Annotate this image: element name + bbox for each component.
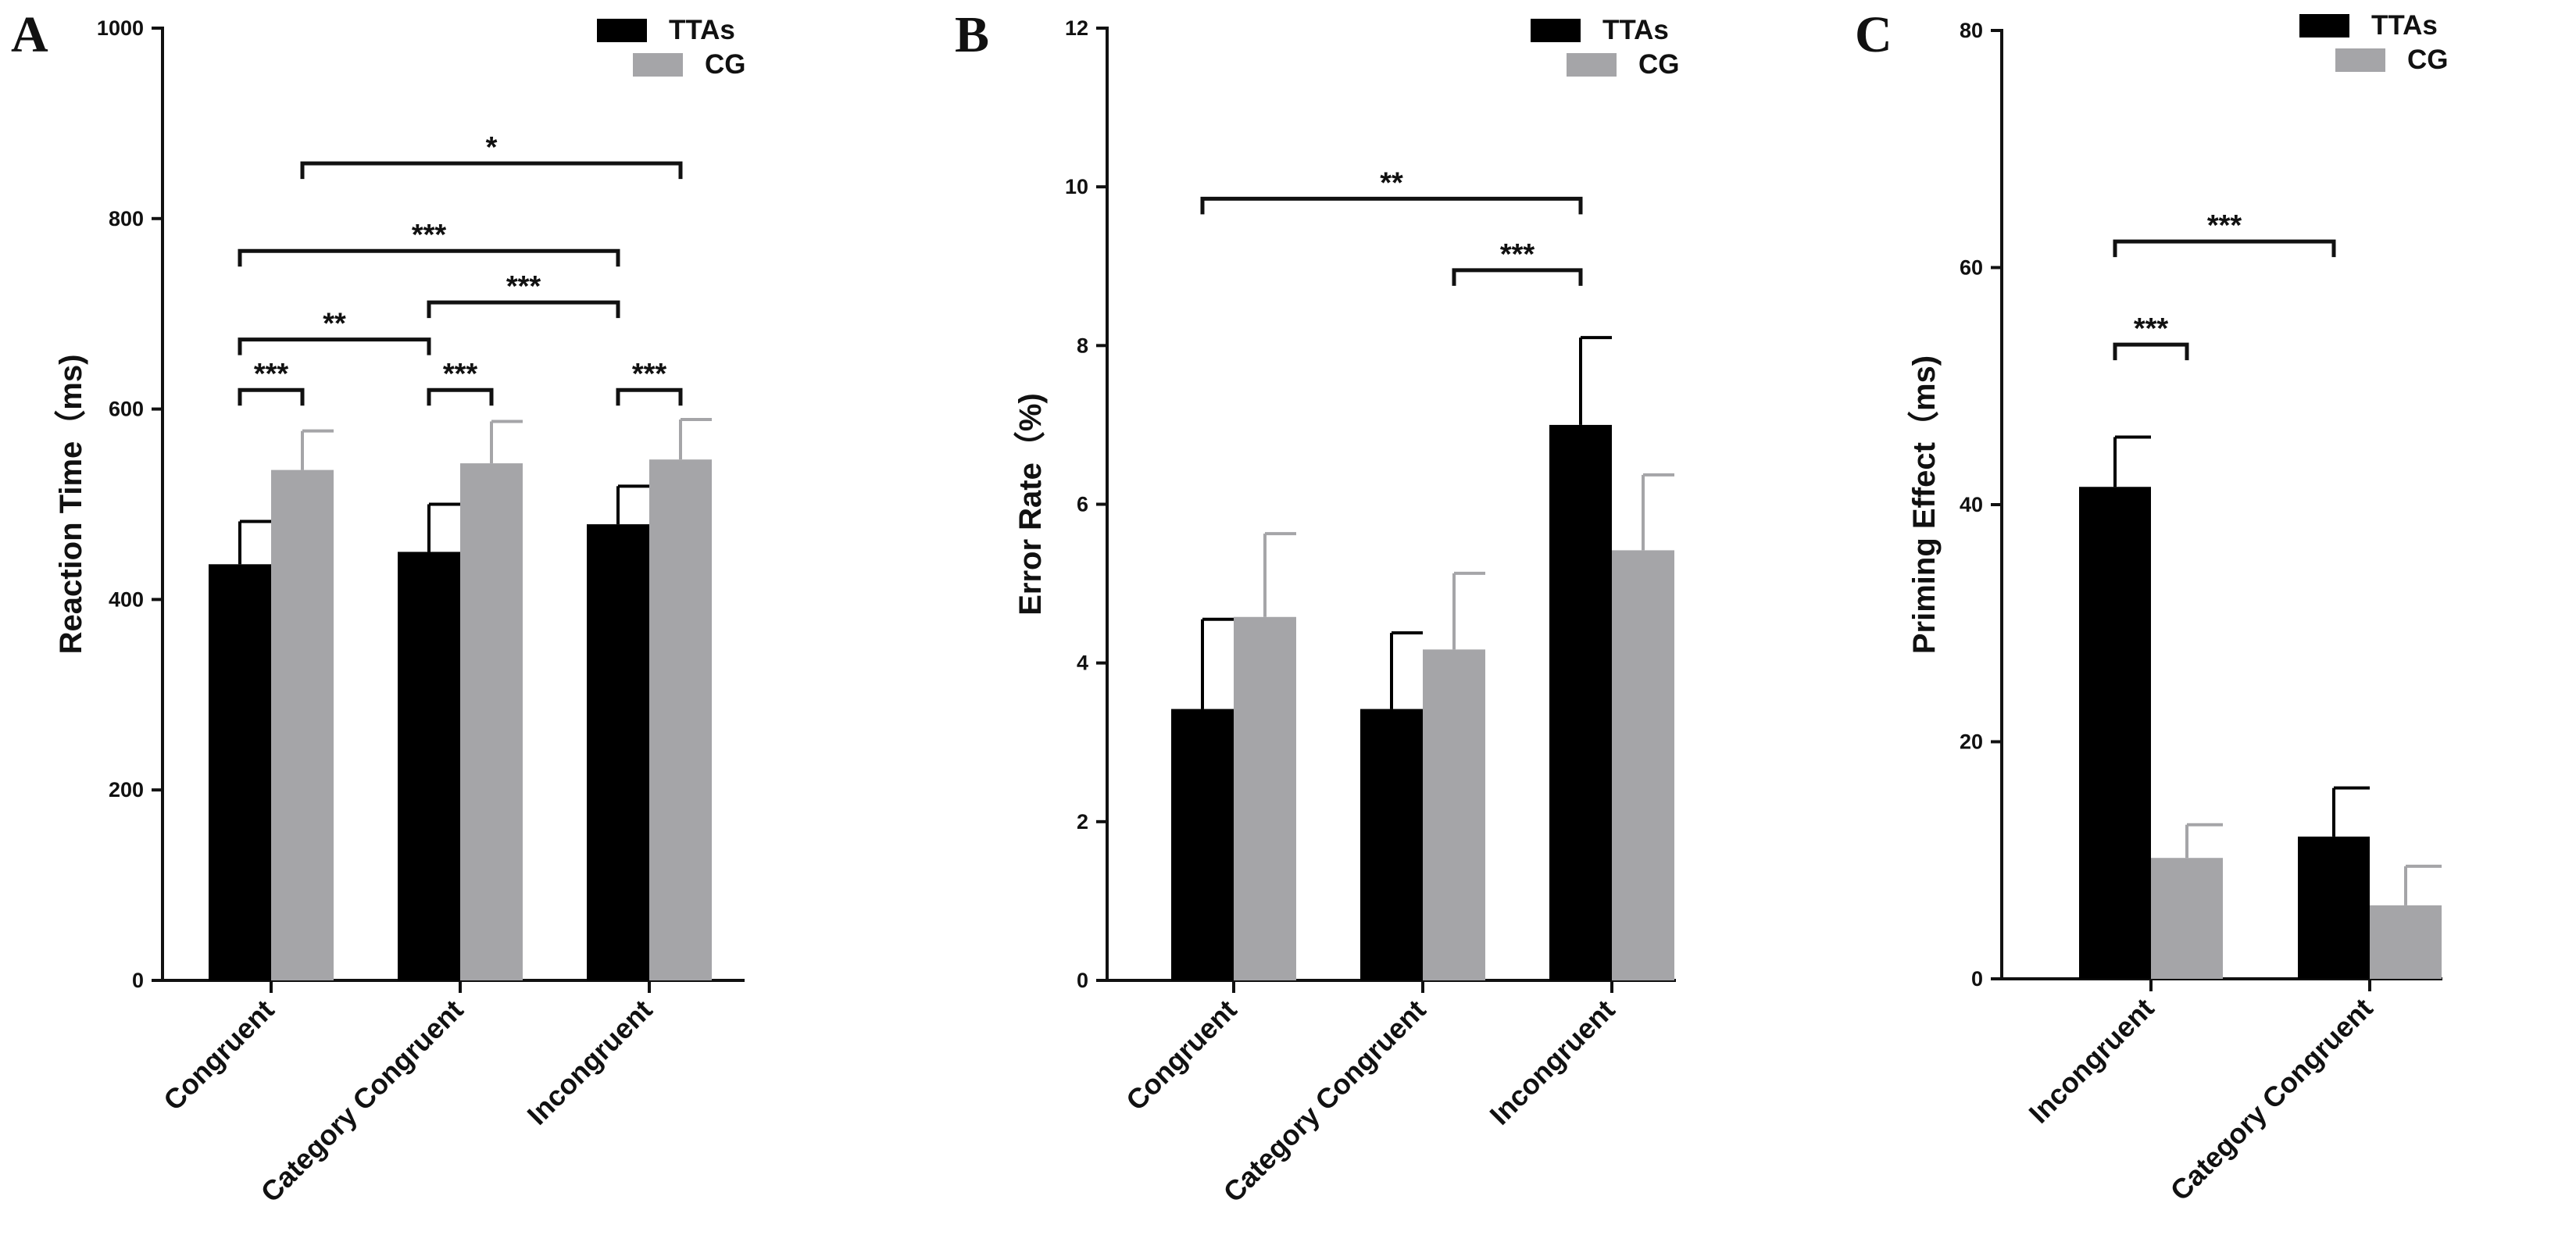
legend-label-cg: CG	[2407, 45, 2449, 75]
bar-ttas	[587, 524, 649, 980]
significance-bracket	[238, 387, 305, 406]
bar-cg	[1423, 649, 1485, 980]
legend-swatch-cg	[1567, 53, 1617, 77]
x-category-label: Category Congruent	[1217, 994, 1432, 1209]
y-tick-label: 200	[109, 778, 144, 802]
y-axis-title: Reaction Time（ms)	[54, 355, 88, 655]
bar-ttas	[209, 564, 271, 980]
y-tick-label: 40	[1960, 493, 1983, 516]
bar-cg	[1234, 616, 1296, 980]
significance-label: ***	[2207, 209, 2242, 242]
x-category-label: Congruent	[157, 994, 280, 1117]
significance-bracket	[1200, 196, 1583, 215]
panel-letter-b: B	[955, 6, 989, 63]
significance-label: ***	[632, 358, 667, 391]
significance-label: ***	[443, 358, 478, 391]
y-tick-label: 400	[109, 587, 144, 611]
significance-bracket	[616, 387, 683, 406]
significance-label: ***	[506, 270, 541, 303]
bar-ttas	[398, 552, 460, 980]
legend-swatch-ttas	[1531, 19, 1581, 42]
x-category-label: Congruent	[1120, 994, 1243, 1117]
y-tick-label: 0	[1077, 969, 1088, 992]
y-tick-label: 1000	[97, 16, 144, 40]
bar-ttas	[2079, 487, 2151, 979]
legend-label-ttas: TTAs	[669, 15, 735, 45]
y-tick-label: 800	[109, 207, 144, 230]
x-category-label: Incongruent	[2023, 992, 2160, 1130]
bar-ttas	[1360, 709, 1423, 980]
bar-cg	[1612, 550, 1674, 980]
significance-label: **	[323, 308, 346, 341]
legend-label-ttas: TTAs	[1602, 15, 1669, 45]
legend-label-cg: CG	[705, 49, 746, 80]
x-category-label: Category Congruent	[2164, 992, 2379, 1207]
significance-label: ***	[412, 219, 447, 252]
bar-cg	[460, 463, 523, 980]
legend-swatch-ttas	[597, 19, 647, 42]
y-tick-label: 4	[1077, 652, 1088, 675]
panel-letter-c: C	[1855, 6, 1892, 63]
y-tick-label: 80	[1960, 19, 1983, 42]
y-tick-label: 60	[1960, 256, 1983, 280]
y-tick-label: 12	[1065, 16, 1088, 40]
significance-label: **	[1380, 166, 1403, 199]
chart-panel-c: 0 20 40 60 80 Priming Effect（ms) Incongruent Ca…	[1907, 10, 2449, 1207]
bar-cg	[2370, 905, 2442, 979]
bar-cg	[271, 469, 334, 980]
bar-ttas	[1171, 709, 1234, 980]
chart-panel-b: 0 2 4 6 8 10 12 Error Rate（%) CongruentCategory …	[1013, 15, 1680, 1209]
y-tick-label: 8	[1077, 334, 1088, 357]
significance-label: ***	[1500, 238, 1535, 271]
significance-bracket	[238, 248, 620, 267]
significance-label: ***	[2134, 312, 2169, 345]
legend-swatch-ttas	[2299, 14, 2349, 37]
x-category-label: Incongruent	[521, 994, 659, 1131]
bar-cg	[649, 459, 712, 980]
significance-bracket	[2113, 239, 2336, 258]
bar-cg	[2151, 858, 2223, 979]
legend-label-ttas: TTAs	[2371, 10, 2438, 41]
significance-bracket	[427, 300, 620, 319]
bar-ttas	[2298, 836, 2370, 979]
legend-label-cg: CG	[1638, 49, 1680, 80]
legend-swatch-cg	[633, 53, 683, 77]
y-axis-title: Priming Effect（ms)	[1907, 355, 1942, 654]
legend-swatch-cg	[2335, 48, 2385, 72]
significance-bracket	[238, 337, 431, 355]
y-axis-title: Error Rate（%)	[1013, 393, 1048, 616]
y-tick-label: 10	[1065, 175, 1088, 198]
y-tick-label: 0	[132, 969, 144, 992]
y-tick-label: 20	[1960, 730, 1983, 754]
significance-label: *	[486, 131, 498, 164]
y-tick-label: 0	[1971, 967, 1983, 991]
chart-panel-a: 0 200 400 600 800 1000 Reaction Time（ms) Congru…	[54, 15, 746, 1209]
significance-bracket	[427, 387, 494, 406]
significance-bracket	[1452, 268, 1583, 286]
bar-ttas	[1549, 424, 1612, 980]
y-tick-label: 2	[1077, 810, 1088, 834]
x-category-label: Incongruent	[1484, 994, 1621, 1131]
significance-label: ***	[254, 358, 289, 391]
panel-letter-a: A	[11, 6, 48, 63]
significance-bracket	[300, 161, 683, 180]
y-tick-label: 600	[109, 398, 144, 421]
y-tick-label: 6	[1077, 493, 1088, 516]
significance-bracket	[2113, 342, 2189, 361]
x-category-label: Category Congruent	[255, 994, 470, 1209]
